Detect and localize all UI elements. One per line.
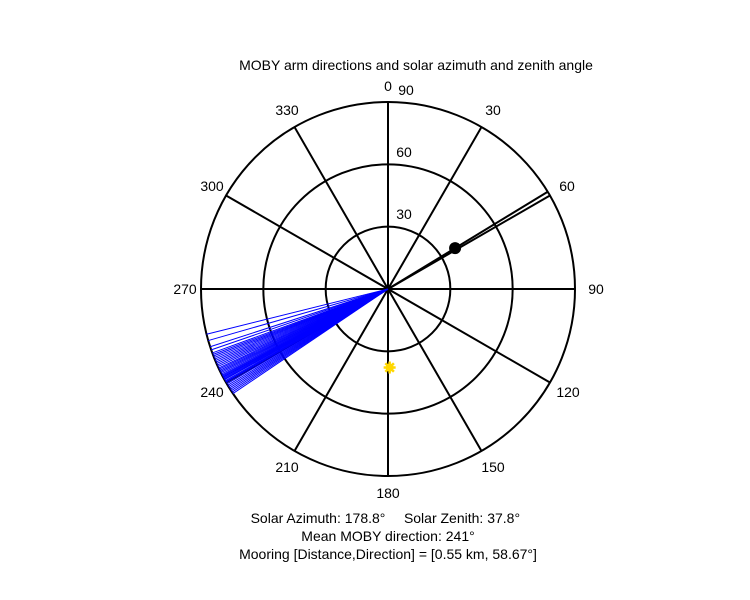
- mooring-direction-line: [387, 190, 549, 290]
- angle-tick-label-60: 60: [559, 178, 575, 194]
- moby-arm-line: [208, 288, 389, 342]
- angle-tick-label-90: 90: [588, 281, 604, 297]
- solar-position-marker: [383, 361, 396, 374]
- radial-tick-label-90: 90: [398, 82, 414, 98]
- radial-tick-label-60: 60: [396, 144, 412, 160]
- angle-tick-label-240: 240: [200, 384, 224, 400]
- angle-tick-label-300: 300: [200, 178, 224, 194]
- angle-tick-label-120: 120: [556, 384, 580, 400]
- moby-arm-line: [209, 288, 389, 348]
- angle-tick-label-210: 210: [275, 459, 299, 475]
- moby-arm-line: [206, 288, 389, 335]
- tick-labels: 0 30 60 90 120 150 180 210 240 270 300 330 30 60 90: [173, 78, 604, 501]
- chart-title: MOBY arm directions and solar azimuth an…: [239, 57, 593, 73]
- radial-tick-label-30: 30: [396, 206, 412, 222]
- solar-marker-core: [385, 363, 394, 372]
- data-layer: [206, 190, 549, 394]
- footer-mooring: Mooring [Distance,Direction] = [0.55 km,…: [239, 546, 537, 562]
- footer-solar-azimuth: Solar Azimuth: 178.8°: [251, 510, 386, 526]
- angle-tick-label-180: 180: [376, 485, 400, 501]
- angle-tick-label-0: 0: [384, 78, 392, 94]
- moby-arm-line: [212, 288, 389, 354]
- mooring-marker: [449, 242, 462, 255]
- angle-tick-label-150: 150: [481, 459, 505, 475]
- footer-solar-zenith: Solar Zenith: 37.8°: [404, 510, 520, 526]
- footer-mean-moby: Mean MOBY direction: 241°: [301, 528, 474, 544]
- angle-tick-label-30: 30: [485, 102, 501, 118]
- moby-arm-line: [211, 288, 389, 351]
- angle-tick-label-270: 270: [173, 281, 197, 297]
- angle-tick-label-330: 330: [275, 102, 299, 118]
